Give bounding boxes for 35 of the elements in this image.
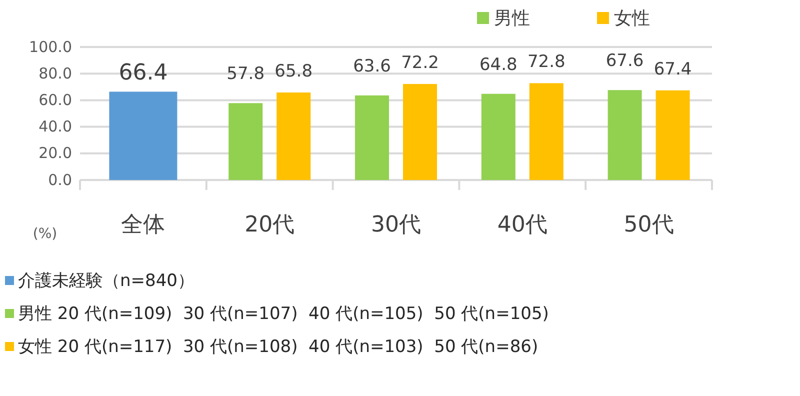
- data-label: 57.8: [226, 64, 265, 84]
- y-tick-label: 80.0: [38, 64, 72, 82]
- y-tick-label: 0.0: [48, 170, 72, 189]
- bar: [529, 83, 564, 180]
- bar: [608, 90, 642, 180]
- y-axis-title: (%): [32, 226, 58, 242]
- data-label: 66.4: [118, 60, 168, 86]
- y-tick-label: 40.0: [38, 118, 72, 136]
- bar: [228, 103, 263, 180]
- data-label: 67.4: [654, 59, 692, 80]
- x-tick-label: 30代: [371, 212, 421, 238]
- x-tick-label: 50代: [624, 212, 674, 238]
- bar: [481, 94, 516, 180]
- y-tick-label: 20.0: [38, 144, 72, 162]
- x-tick-label: 40代: [497, 212, 548, 238]
- text: 男性 20 代(n=109) 30 代(n=107) 40 代(n=105) 50 代(n=105): [18, 304, 549, 324]
- legend-label: 女性: [614, 8, 650, 29]
- data-label: 72.8: [527, 52, 566, 72]
- bar: [656, 90, 690, 180]
- data-label: 64.8: [479, 54, 518, 75]
- data-label: 72.2: [401, 52, 439, 73]
- data-label: 65.8: [274, 61, 313, 82]
- data-label: 67.6: [606, 51, 644, 72]
- x-tick-label: 全体: [121, 212, 166, 238]
- bar: [355, 95, 389, 180]
- bar: [109, 92, 178, 180]
- y-tick-label: 60.0: [38, 91, 72, 109]
- data-label: 63.6: [353, 56, 391, 76]
- x-tick-label: 20代: [244, 212, 295, 238]
- bar: [276, 92, 311, 180]
- text: 介護未経験（n=840）: [18, 271, 194, 291]
- y-tick-label: 100.0: [29, 38, 72, 56]
- text: 女性 20 代(n=117) 30 代(n=108) 40 代(n=103) 50 代(n=86): [18, 337, 538, 357]
- legend-label: 男性: [494, 8, 530, 29]
- bar: [403, 84, 437, 180]
